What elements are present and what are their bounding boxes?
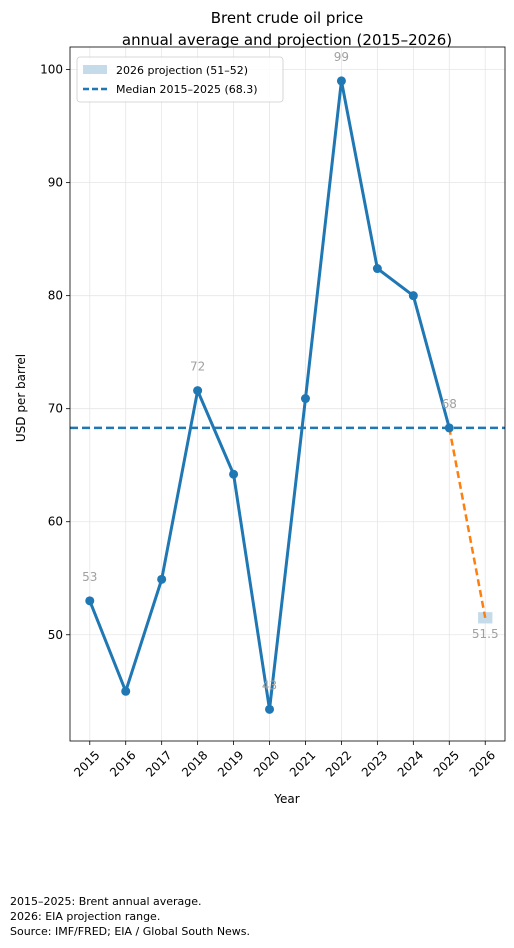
data-label: 99	[334, 50, 349, 64]
y-tick-label: 80	[48, 289, 63, 303]
x-tick-label: 2023	[359, 748, 390, 779]
projection-layer	[448, 427, 493, 624]
price-point	[157, 574, 167, 584]
price-point	[121, 686, 131, 696]
price-point	[408, 291, 418, 301]
x-tick-label: 2021	[287, 748, 318, 779]
footnote-projection-note: 2026: EIA projection range.	[10, 910, 161, 923]
y-tick-label: 100	[40, 63, 63, 77]
footnote-data-note: 2015–2025: Brent annual average.	[10, 895, 202, 908]
x-tick-label: 2025	[431, 748, 462, 779]
legend: 2026 projection (51–52) Median 2015–2025…	[76, 56, 284, 103]
x-tick-label: 2020	[251, 748, 282, 779]
x-tick-label: 2015	[71, 748, 102, 779]
x-tick-label: 2018	[179, 748, 210, 779]
x-tick-label: 2019	[215, 748, 246, 779]
x-tick-label: 2022	[323, 748, 354, 779]
annotation-layer: 53 72 43 99 68 51.5	[82, 50, 498, 692]
data-label: 43	[262, 678, 277, 692]
y-tick-label: 90	[48, 176, 63, 190]
x-tick-label: 2016	[107, 748, 138, 779]
x-tick-label: 2024	[395, 748, 426, 779]
plot-area	[70, 47, 505, 741]
data-label: 68	[442, 397, 457, 411]
footnote-source: Source: IMF/FRED; EIA / Global South New…	[10, 925, 251, 938]
chart-title: Brent crude oil price	[211, 9, 364, 27]
price-point	[336, 76, 346, 86]
x-tick-label: 2026	[467, 748, 498, 779]
data-label: 53	[82, 570, 97, 584]
legend-label-projection: 2026 projection (51–52)	[116, 64, 248, 77]
price-point	[85, 596, 95, 606]
price-point	[300, 394, 310, 404]
price-point	[229, 469, 239, 479]
price-point	[372, 264, 382, 274]
legend-box	[76, 56, 284, 103]
legend-label-median: Median 2015–2025 (68.3)	[116, 83, 258, 96]
y-tick-label: 50	[48, 628, 63, 642]
data-label: 51.5	[472, 627, 499, 641]
y-tick-label: 70	[48, 402, 63, 416]
y-axis-label: USD per barrel	[14, 354, 28, 442]
projection-range-band	[478, 612, 493, 624]
plot-frame	[69, 46, 506, 742]
y-tick-label: 60	[48, 515, 63, 529]
price-point	[444, 423, 454, 433]
data-label: 72	[190, 360, 205, 374]
legend-swatch-projection	[83, 65, 107, 74]
price-series	[85, 76, 454, 714]
price-point	[193, 386, 203, 396]
price-point	[265, 704, 275, 714]
x-axis-ticks: 2015 2016 2017 2018 2019 2020 2021 2022 2023 2024…	[71, 741, 498, 780]
x-gridlines	[89, 47, 486, 741]
y-axis-ticks: 50 60 70 80 90 100	[40, 63, 70, 642]
x-tick-label: 2017	[143, 748, 174, 779]
x-axis-label: Year	[273, 792, 299, 806]
chart-subtitle: annual average and projection (2015–2026…	[122, 31, 452, 49]
